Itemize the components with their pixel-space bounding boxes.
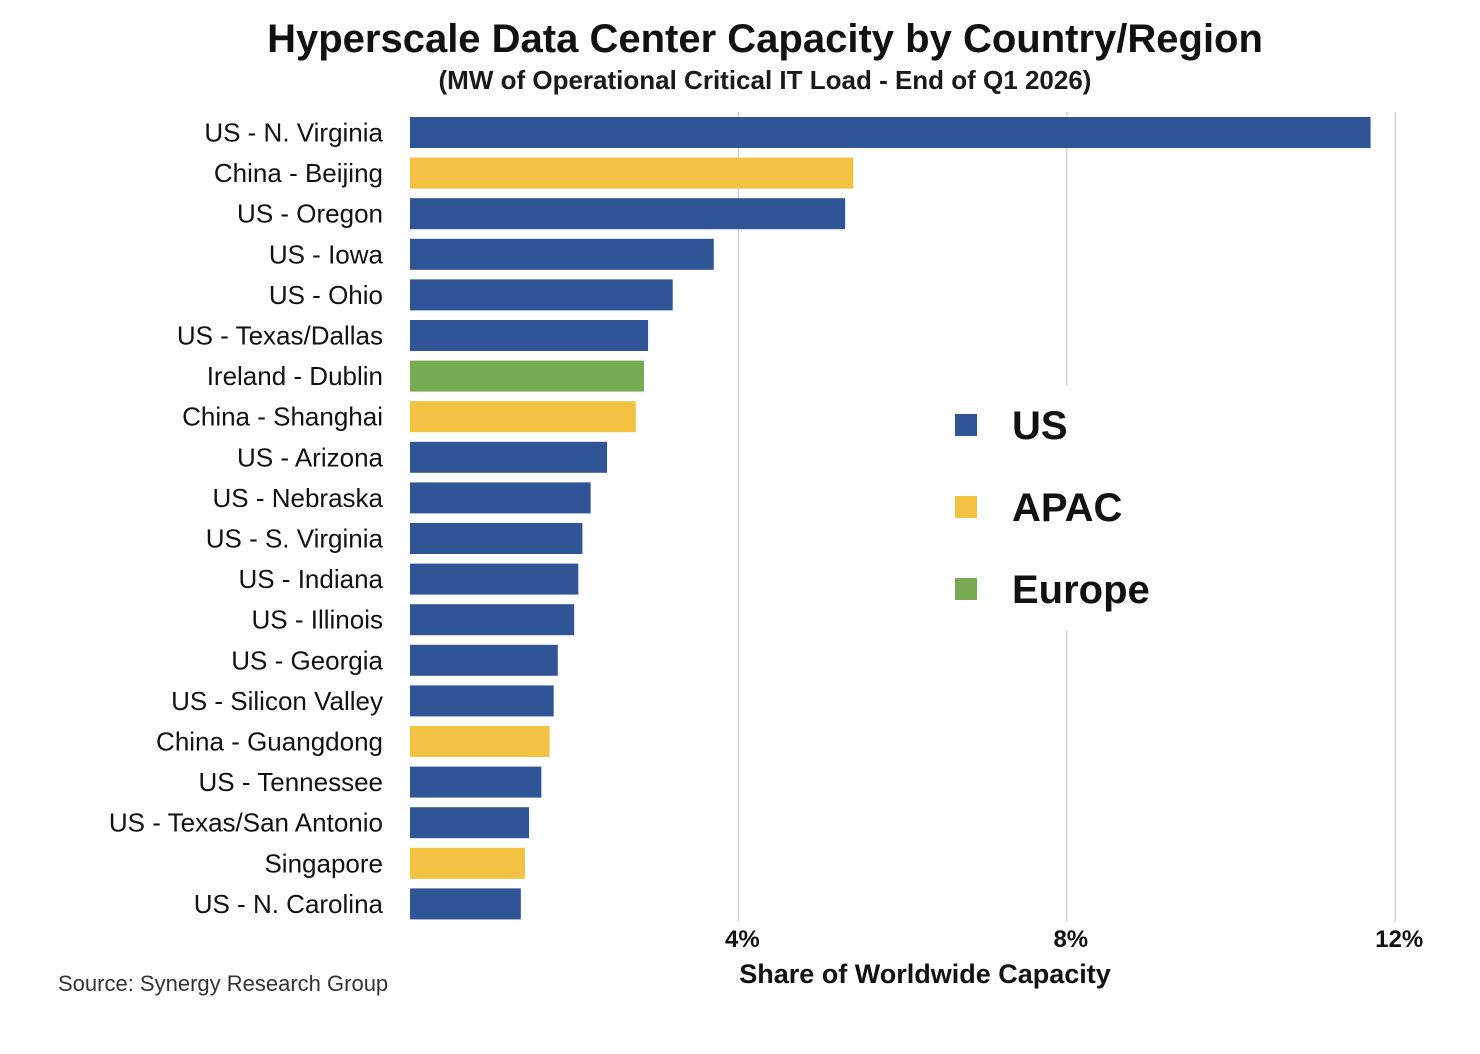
bar: [410, 117, 1371, 148]
category-label: China - Beijing: [214, 158, 383, 188]
bar: [410, 807, 530, 839]
bar: [410, 238, 714, 270]
category-label: US - Iowa: [269, 239, 384, 269]
source-note: Source: Synergy Research Group: [58, 971, 389, 996]
category-label: US - N. Carolina: [194, 889, 384, 919]
category-label: US - Illinois: [252, 605, 383, 635]
category-label: US - N. Virginia: [204, 118, 383, 148]
category-label: US - S. Virginia: [206, 524, 384, 554]
legend-swatch: [955, 578, 977, 600]
bar: [410, 401, 636, 433]
x-axis-title: Share of Worldwide Capacity: [739, 959, 1111, 989]
bar: [410, 360, 644, 392]
chart-title: Hyperscale Data Center Capacity by Count…: [267, 17, 1263, 61]
category-label: US - Texas/Dallas: [177, 321, 383, 351]
bar: [410, 685, 554, 717]
chart-subtitle: (MW of Operational Critical IT Load - En…: [438, 65, 1092, 95]
category-label: Ireland - Dublin: [207, 361, 383, 391]
legend-label: APAC: [1012, 486, 1122, 530]
bar: [410, 279, 673, 311]
x-tick-label: 4%: [725, 926, 760, 953]
category-label: China - Guangdong: [156, 727, 383, 757]
category-label: US - Oregon: [237, 199, 383, 229]
bar: [410, 482, 591, 514]
category-labels: US - N. Virginia China - Beijing US - Oreg…: [109, 118, 384, 919]
category-label: China - Shanghai: [182, 402, 383, 432]
bar: [410, 604, 575, 636]
category-label: US - Arizona: [237, 442, 383, 472]
category-label: US - Silicon Valley: [171, 686, 383, 716]
bar: [410, 320, 649, 351]
category-label: US - Indiana: [238, 564, 383, 594]
x-tick-label: 12%: [1375, 926, 1423, 953]
category-label: US - Nebraska: [213, 483, 384, 513]
category-label: US - Georgia: [231, 645, 383, 675]
bar: [410, 198, 846, 230]
bar: [410, 644, 558, 676]
bar: [410, 441, 608, 473]
bar: [410, 726, 550, 757]
x-axis-ticks: 4% 8% 12%: [725, 926, 1423, 953]
bar: [410, 563, 579, 595]
legend-swatch: [955, 414, 977, 436]
category-label: Singapore: [264, 848, 383, 878]
legend: US APAC Europe: [935, 385, 1185, 630]
bar: [410, 847, 525, 879]
legend-label: Europe: [1012, 568, 1150, 612]
legend-swatch: [955, 496, 977, 518]
bar: [410, 766, 542, 798]
bar: [410, 523, 583, 554]
category-label: US - Ohio: [269, 280, 383, 310]
bar: [410, 888, 521, 920]
category-label: US - Tennessee: [198, 767, 383, 797]
legend-label: US: [1012, 404, 1068, 448]
bars: [410, 117, 1371, 920]
x-tick-label: 8%: [1053, 926, 1088, 953]
bar: [410, 157, 854, 189]
category-label: US - Texas/San Antonio: [109, 808, 383, 838]
